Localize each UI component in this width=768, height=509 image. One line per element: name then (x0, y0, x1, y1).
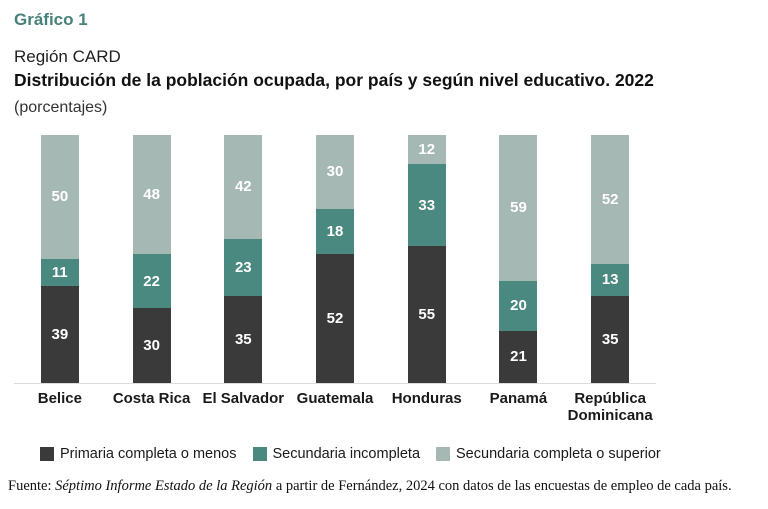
bar-value-label: 35 (234, 330, 252, 348)
bar-value-label: 20 (510, 297, 527, 315)
bar-segment: 33 (407, 164, 446, 247)
bar-column: 48 22 30 (106, 134, 198, 383)
bar-segment: 11 (40, 258, 79, 286)
x-axis-labels: Belice Costa Rica El Salvador Guatemala Hond… (14, 384, 656, 425)
bar-segment: 50 (40, 134, 79, 259)
bar-value-label: 12 (418, 141, 436, 159)
bar-value-label: 39 (51, 325, 69, 343)
x-axis-label: El Salvador (202, 389, 285, 407)
bar-segment: 21 (499, 330, 538, 383)
bar-value-label: 59 (510, 199, 527, 217)
bar-segment: 39 (40, 285, 79, 383)
bar-segment: 18 (316, 209, 355, 254)
bar-value-label: 42 (234, 178, 252, 196)
bar-value-label: 30 (326, 163, 344, 181)
stacked-bar: 48 22 30 (132, 134, 171, 383)
source-title: Séptimo Informe Estado de la Región (55, 478, 273, 495)
legend-swatch (40, 447, 54, 462)
bar-value-label: 13 (601, 271, 619, 289)
bar-segment: 20 (499, 281, 538, 331)
legend-swatch (436, 447, 451, 462)
bar-segment: 23 (224, 238, 263, 296)
bar-segment: 59 (499, 134, 538, 282)
chart-subtitle: (porcentajes) (14, 98, 108, 116)
stacked-bar: 42 23 35 (224, 134, 263, 383)
bar-column: 52 13 35 (564, 134, 656, 383)
bar-segment: 30 (132, 308, 171, 383)
bar-value-label: 55 (418, 305, 436, 323)
bar-column: 42 23 35 (197, 134, 289, 383)
bar-segment: 12 (407, 134, 446, 165)
x-axis-label: Costa Rica (112, 389, 191, 407)
stacked-bar: 30 18 52 (316, 134, 355, 383)
bar-value-label: 48 (143, 185, 160, 203)
legend-label: Secundaria completa o superior (456, 446, 661, 463)
bar-segment: 35 (591, 295, 630, 383)
chart-legend: Primaria completa o menos Secundaria inco… (40, 446, 768, 462)
bar-column: 59 20 21 (473, 134, 565, 383)
bar-column: 30 18 52 (289, 134, 381, 383)
bar-segment: 35 (224, 295, 263, 383)
bar-value-label: 11 (51, 263, 68, 281)
bar-value-label: 18 (326, 222, 344, 240)
bar-value-label: 52 (326, 309, 344, 327)
legend-label: Secundaria incompleta (272, 446, 421, 463)
bar-column: 12 33 55 (381, 134, 473, 383)
bar-value-label: 33 (418, 196, 436, 214)
x-axis-label: Guatemala (296, 389, 374, 407)
stacked-bar: 50 11 39 (40, 134, 79, 383)
legend-item: Secundaria completa o superior (436, 446, 661, 462)
source-suffix: a partir de Fernández, 2024 con datos de… (272, 478, 732, 495)
legend-item: Primaria completa o menos (40, 446, 237, 462)
bar-segment: 52 (591, 134, 630, 264)
chart-title: Distribución de la población ocupada, po… (14, 69, 654, 90)
legend-item: Secundaria incompleta (252, 446, 421, 463)
bar-value-label: 50 (51, 188, 69, 206)
x-axis-label: Panamá (489, 389, 548, 407)
stacked-bar: 59 20 21 (499, 134, 538, 383)
bar-segment: 22 (132, 253, 171, 309)
x-axis-label: Belice (37, 389, 82, 407)
region-label: Región CARD (14, 47, 121, 67)
legend-swatch (252, 447, 267, 462)
bar-segment: 52 (316, 253, 355, 383)
bar-value-label: 30 (143, 336, 160, 354)
bar-value-label: 23 (234, 258, 252, 276)
bar-segment: 30 (316, 134, 355, 210)
bar-value-label: 52 (601, 190, 619, 208)
stacked-bar-chart: 50 11 39 48 22 30 42 23 35 30 18 52 12 33 55 59 20 21 52 13… (14, 134, 656, 425)
source-note: Fuente: Séptimo Informe Estado de la Reg… (8, 477, 754, 495)
chart-number-label: Gráfico 1 (14, 10, 88, 29)
bar-value-label: 35 (601, 330, 619, 348)
bar-segment: 13 (591, 263, 630, 296)
bar-segment: 42 (224, 134, 263, 239)
bar-value-label: 21 (510, 348, 527, 366)
legend-label: Primaria completa o menos (60, 446, 237, 463)
bar-segment: 48 (132, 134, 171, 254)
bar-value-label: 22 (143, 272, 160, 290)
bar-segment: 55 (407, 246, 446, 383)
x-axis-label: República Dominicana (567, 389, 653, 424)
x-axis-label: Honduras (391, 389, 462, 407)
source-prefix: Fuente: (8, 478, 56, 495)
stacked-bar: 52 13 35 (591, 134, 630, 383)
plot-area: 50 11 39 48 22 30 42 23 35 30 18 52 12 33 55 59 20 21 52 13… (14, 134, 656, 384)
bar-column: 50 11 39 (14, 134, 106, 383)
stacked-bar: 12 33 55 (407, 134, 446, 383)
